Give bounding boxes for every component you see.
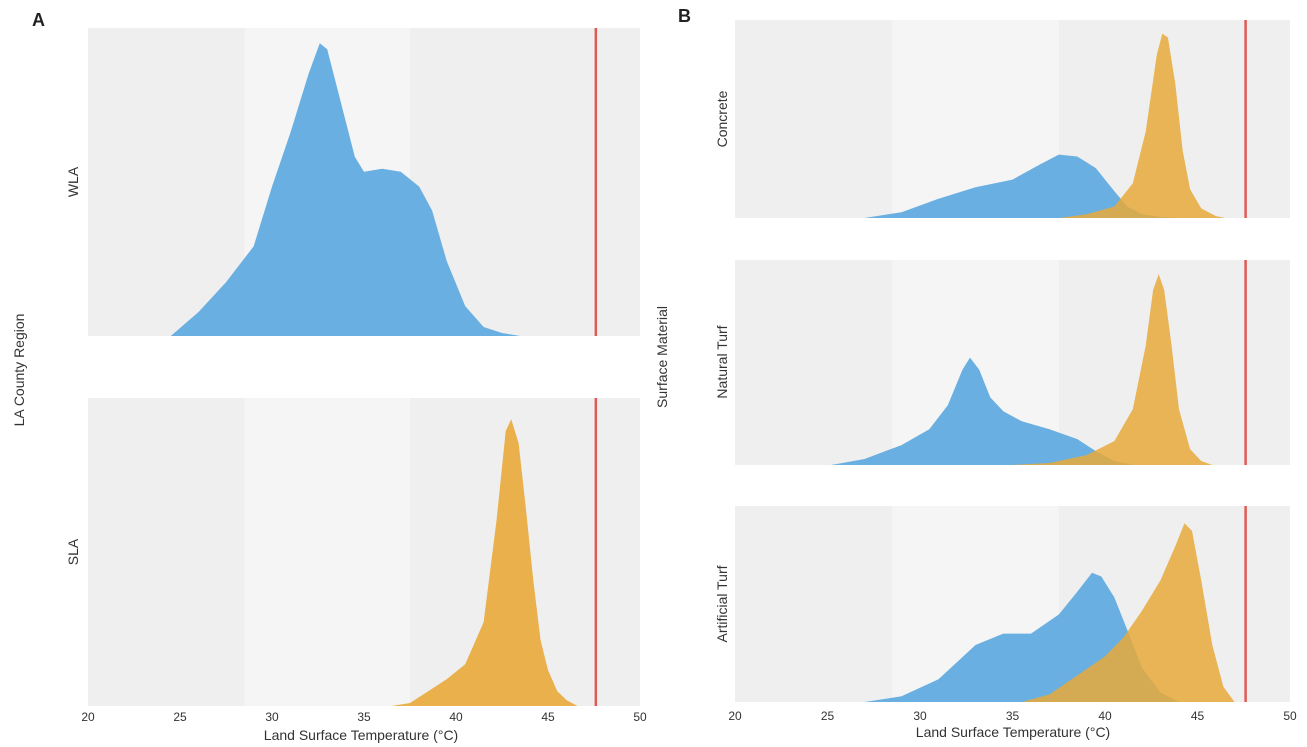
panel-a-xlabel: Land Surface Temperature (°C) bbox=[264, 727, 458, 743]
x-tick-label: 25 bbox=[821, 709, 835, 723]
x-tick-label: 40 bbox=[1098, 709, 1112, 723]
density-area-wla bbox=[170, 43, 521, 336]
x-tick-label: 35 bbox=[1006, 709, 1020, 723]
facet-natural-turf: Natural Turf bbox=[714, 260, 1290, 465]
facet-label: Artificial Turf bbox=[714, 565, 730, 642]
x-tick-label: 30 bbox=[265, 710, 279, 724]
facet-label: WLA bbox=[65, 166, 81, 197]
facet-label: Natural Turf bbox=[714, 325, 730, 398]
panel-b-letter: B bbox=[678, 6, 691, 26]
x-tick-label: 50 bbox=[1283, 709, 1297, 723]
panel-b-xlabel: Land Surface Temperature (°C) bbox=[916, 724, 1110, 740]
plot-area: WLA SLA 20 25 30 35 40 45 50 Concrete Natural Turf… bbox=[65, 20, 1297, 724]
density-area-sla bbox=[1021, 523, 1235, 702]
x-tick-label: 35 bbox=[357, 710, 371, 724]
x-tick-label: 45 bbox=[1191, 709, 1205, 723]
x-tick-label: 30 bbox=[913, 709, 927, 723]
density-area-wla bbox=[864, 154, 1179, 218]
facet-sla: SLA bbox=[65, 398, 640, 706]
x-tick-label: 20 bbox=[81, 710, 95, 724]
facet-label: SLA bbox=[65, 538, 81, 565]
panel-a-letter: A bbox=[32, 10, 45, 30]
facet-artificial-turf: Artificial Turf bbox=[714, 506, 1290, 702]
x-tick-label: 40 bbox=[449, 710, 463, 724]
density-area-sla bbox=[1058, 33, 1226, 218]
density-area-sla bbox=[1012, 274, 1213, 465]
panel-a-ylabel: LA County Region bbox=[11, 314, 27, 427]
facet-wla: WLA bbox=[65, 28, 640, 336]
density-area-wla bbox=[831, 357, 1133, 465]
x-tick-label: 45 bbox=[541, 710, 555, 724]
x-tick-label: 25 bbox=[173, 710, 187, 724]
facet-band bbox=[244, 398, 410, 706]
panel-b-ylabel: Surface Material bbox=[654, 306, 670, 408]
x-tick-label: 20 bbox=[728, 709, 742, 723]
x-tick-label: 50 bbox=[633, 710, 647, 724]
facet-label: Concrete bbox=[714, 90, 730, 147]
density-area-sla bbox=[391, 419, 578, 706]
facet-concrete: Concrete bbox=[714, 20, 1290, 218]
